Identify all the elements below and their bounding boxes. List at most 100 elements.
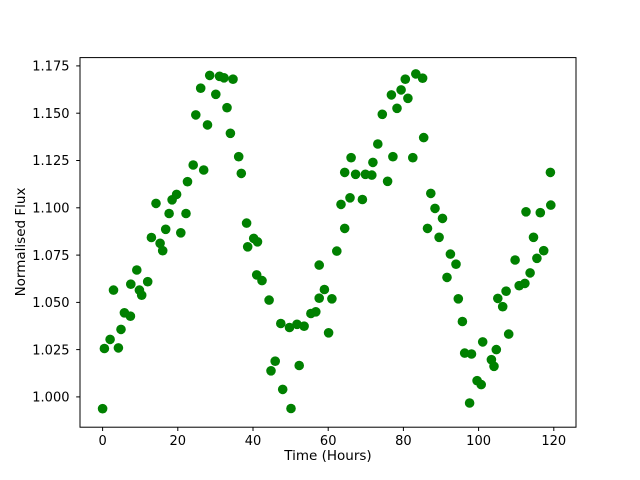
data-point xyxy=(396,85,406,95)
data-point xyxy=(241,218,252,228)
data-point xyxy=(116,324,126,335)
data-point xyxy=(445,249,456,259)
x-tick-label: 0 xyxy=(98,434,106,449)
x-axis-label: Time (Hours) xyxy=(283,448,371,464)
data-point xyxy=(132,265,142,275)
data-point xyxy=(284,322,295,333)
data-point xyxy=(323,328,334,338)
data-point xyxy=(417,73,428,83)
data-point xyxy=(125,311,136,322)
data-point xyxy=(188,160,198,170)
data-point xyxy=(538,245,549,256)
data-point xyxy=(277,384,288,395)
data-point xyxy=(211,89,221,100)
data-point xyxy=(314,260,325,270)
data-point xyxy=(266,366,276,376)
x-tick-label: 120 xyxy=(541,434,566,449)
data-point xyxy=(327,294,337,304)
x-tick-label: 40 xyxy=(245,434,262,449)
data-point xyxy=(164,208,174,219)
y-tick-label: 1.100 xyxy=(32,202,69,217)
data-point xyxy=(332,246,342,256)
axes-frame xyxy=(79,57,577,428)
x-tick-label: 100 xyxy=(466,434,491,449)
data-point xyxy=(430,203,440,214)
data-point xyxy=(198,165,209,175)
data-point xyxy=(545,167,556,178)
y-tick-label: 1.125 xyxy=(32,154,69,169)
data-point xyxy=(535,207,546,218)
y-axis-label: Normalised Flux xyxy=(13,188,29,297)
data-point xyxy=(225,128,236,139)
data-point xyxy=(434,232,444,243)
data-point xyxy=(195,83,206,93)
data-point xyxy=(377,109,388,120)
data-point xyxy=(525,268,535,278)
x-tick-label: 60 xyxy=(320,434,337,449)
x-tick-label: 20 xyxy=(170,434,187,449)
data-point xyxy=(155,238,165,249)
data-point xyxy=(386,90,397,100)
data-point xyxy=(126,279,136,290)
data-point xyxy=(233,151,244,162)
data-point xyxy=(222,102,232,113)
data-point xyxy=(270,356,281,367)
data-point xyxy=(489,361,499,372)
data-point xyxy=(453,294,464,304)
data-point xyxy=(532,253,542,264)
x-tick-label: 80 xyxy=(395,434,412,449)
data-point xyxy=(493,293,503,304)
data-point xyxy=(357,194,368,205)
data-point xyxy=(476,379,487,390)
data-point xyxy=(408,152,418,163)
data-point xyxy=(113,343,124,353)
data-point xyxy=(171,189,182,200)
data-point xyxy=(457,316,468,327)
data-point xyxy=(367,170,377,180)
data-point xyxy=(392,103,402,114)
data-point xyxy=(336,199,346,210)
data-point xyxy=(136,290,147,301)
y-tick-label: 1.175 xyxy=(32,60,69,75)
data-point xyxy=(510,255,520,265)
data-point xyxy=(464,398,475,408)
data-point xyxy=(368,157,378,168)
data-point xyxy=(437,213,448,224)
data-point xyxy=(422,223,433,234)
plot-area: 0 20 40 60 80 100 120 1.000 1.025 1.050 1.075 1.100… xyxy=(32,57,577,449)
data-point xyxy=(521,207,531,217)
data-point xyxy=(146,232,157,243)
data-point xyxy=(142,276,153,287)
data-point xyxy=(242,242,253,252)
data-point xyxy=(403,93,413,104)
data-point xyxy=(503,329,514,339)
data-point xyxy=(286,403,296,414)
data-point xyxy=(257,275,267,286)
data-point xyxy=(466,349,477,359)
data-point xyxy=(497,301,508,312)
data-point xyxy=(204,70,215,81)
data-point xyxy=(294,360,305,371)
y-tick-label: 1.000 xyxy=(32,391,69,406)
data-point xyxy=(418,132,429,143)
data-point xyxy=(346,152,356,163)
data-point xyxy=(228,74,238,84)
y-tick-label: 1.075 xyxy=(32,249,69,264)
data-point xyxy=(299,321,309,332)
data-point xyxy=(151,198,161,209)
data-point xyxy=(105,334,115,345)
data-point xyxy=(501,286,511,297)
data-point xyxy=(546,200,556,210)
data-point xyxy=(528,232,539,243)
data-point xyxy=(491,344,502,355)
data-point xyxy=(97,403,108,414)
data-point xyxy=(157,245,168,256)
data-point xyxy=(442,272,452,283)
data-point xyxy=(345,193,355,203)
data-point xyxy=(202,120,213,130)
data-point xyxy=(400,74,411,84)
y-tick-label: 1.025 xyxy=(32,343,69,358)
data-point xyxy=(314,293,325,304)
